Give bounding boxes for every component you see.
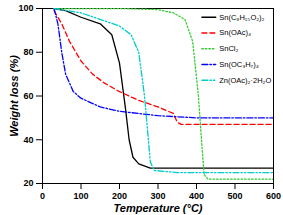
svg-text:400: 400	[189, 191, 204, 201]
svg-text:Temperature (°C): Temperature (°C)	[114, 202, 203, 214]
svg-text:60: 60	[23, 91, 33, 101]
svg-text:80: 80	[23, 47, 33, 57]
svg-text:Sn(C₈H₁₅O₂)₂: Sn(C₈H₁₅O₂)₂	[219, 13, 264, 22]
svg-text:200: 200	[112, 191, 127, 201]
svg-text:Sn(OC₃H₇)₄: Sn(OC₃H₇)₄	[219, 60, 259, 69]
svg-text:40: 40	[23, 135, 33, 145]
svg-text:Sn(OAc)₄: Sn(OAc)₄	[219, 28, 251, 37]
svg-text:100: 100	[73, 191, 88, 201]
svg-text:100: 100	[18, 3, 33, 13]
svg-text:500: 500	[227, 191, 242, 201]
svg-text:Weight loss (%): Weight loss (%)	[8, 55, 20, 137]
svg-text:0: 0	[40, 191, 45, 201]
svg-text:SnCl₂: SnCl₂	[219, 44, 238, 53]
svg-text:600: 600	[266, 191, 281, 201]
svg-text:Zn(OAc)₂·2H₂O: Zn(OAc)₂·2H₂O	[219, 76, 271, 85]
svg-text:300: 300	[150, 191, 165, 201]
svg-text:20: 20	[23, 178, 33, 188]
